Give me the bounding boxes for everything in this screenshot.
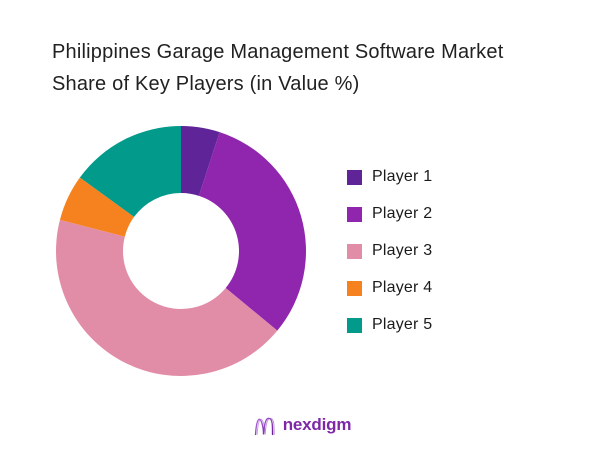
legend-label-player-1: Player 1 xyxy=(372,168,433,185)
donut-segment-player-1 xyxy=(181,126,220,196)
legend-item-player-5: Player 5 xyxy=(347,316,432,334)
legend-label-player-4: Player 4 xyxy=(372,279,433,296)
legend-item-player-1: Player 1 xyxy=(347,168,432,186)
chart-title-line2: Share of Key Players (in Value %) xyxy=(52,73,360,95)
donut-chart xyxy=(51,121,311,381)
legend-swatch-player-1 xyxy=(347,169,362,185)
brand-footer: nexdigm xyxy=(0,412,602,438)
chart-legend: Player 1 Player 2 Player 3 Player 4 Play… xyxy=(347,168,432,334)
donut-segment-player-2 xyxy=(198,132,306,331)
brand-name: nexdigm xyxy=(282,415,352,434)
legend-item-player-4: Player 4 xyxy=(347,279,432,297)
donut-segment-player-3 xyxy=(56,219,278,376)
legend-swatch-player-5 xyxy=(347,317,362,333)
legend-label-player-3: Player 3 xyxy=(372,242,433,259)
legend-swatch-player-2 xyxy=(347,206,362,222)
legend-label-player-2: Player 2 xyxy=(372,205,433,222)
legend-label-player-5: Player 5 xyxy=(372,316,433,333)
legend-swatch-player-3 xyxy=(347,243,362,259)
chart-title-line1: Philippines Garage Management Software M… xyxy=(52,41,504,63)
nexdigm-logo-icon xyxy=(254,417,275,436)
legend-item-player-3: Player 3 xyxy=(347,242,432,260)
chart-title: Philippines Garage Management Software M… xyxy=(52,36,503,100)
donut-chart-svg xyxy=(56,126,306,376)
legend-swatch-player-4 xyxy=(347,280,362,296)
legend-item-player-2: Player 2 xyxy=(347,205,432,223)
donut-segment-player-5 xyxy=(79,126,181,217)
donut-segment-player-4 xyxy=(59,177,135,237)
